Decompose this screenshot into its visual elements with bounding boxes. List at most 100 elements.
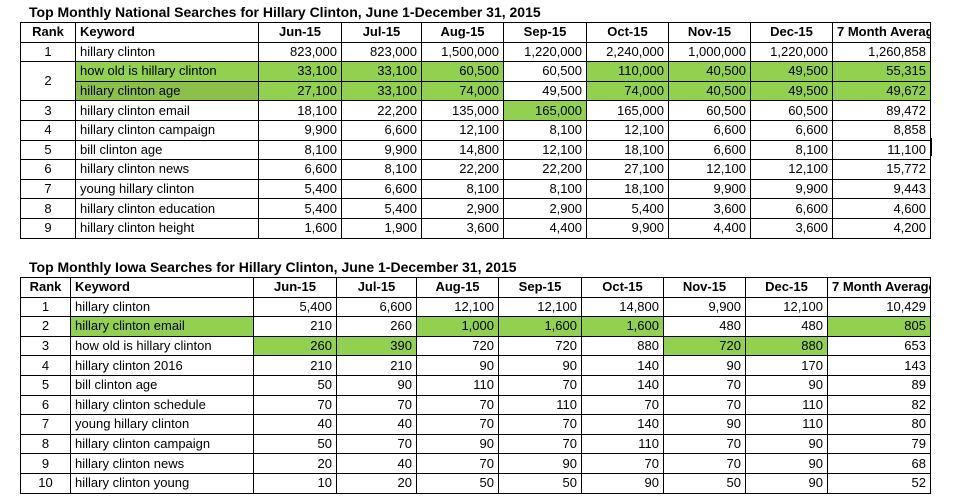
value-cell: 12,100 bbox=[498, 296, 582, 318]
table-row: 4 hillary clinton campaign 9,900 6,600 1… bbox=[20, 119, 931, 141]
rank-cell: 6 bbox=[20, 159, 76, 180]
value-cell: 6,600 bbox=[750, 198, 833, 219]
value-cell: 90 bbox=[416, 433, 499, 455]
value-cell: 5,400 bbox=[258, 178, 342, 200]
value-cell: 165,000 bbox=[586, 100, 669, 121]
value-cell: 50 bbox=[663, 472, 746, 494]
value-cell: 1,220,000 bbox=[503, 41, 587, 63]
rank-cell: 9 bbox=[20, 453, 71, 474]
average-cell: 143 bbox=[827, 355, 931, 376]
average-cell: 10,429 bbox=[827, 296, 931, 318]
value-cell: 140 bbox=[581, 414, 664, 435]
table-row: hillary clinton age 27,100 33,100 74,000… bbox=[21, 80, 931, 102]
value-cell: 165,000 bbox=[503, 100, 587, 121]
value-cell: 50 bbox=[253, 374, 337, 396]
value-cell: 110 bbox=[581, 433, 664, 455]
rank-cell: 7 bbox=[20, 414, 71, 435]
average-cell: 52 bbox=[827, 472, 931, 494]
value-cell: 27,100 bbox=[586, 159, 669, 180]
value-cell: 60,500 bbox=[503, 61, 587, 82]
value-cell: 22,200 bbox=[503, 159, 587, 180]
keyword-cell: hillary clinton schedule bbox=[70, 394, 254, 416]
national-table-title: Top Monthly National Searches for Hillar… bbox=[29, 4, 541, 20]
table-row: 1 hillary clinton 823,000 823,000 1,500,… bbox=[20, 41, 931, 63]
value-cell: 9,900 bbox=[750, 178, 833, 200]
value-cell: 823,000 bbox=[341, 41, 422, 63]
value-cell: 110 bbox=[745, 394, 828, 416]
keyword-cell: young hillary clinton bbox=[70, 414, 254, 435]
value-cell: 12,100 bbox=[750, 159, 833, 180]
value-cell: 140 bbox=[581, 355, 664, 376]
table-row: 5 bill clinton age 8,100 9,900 14,800 12… bbox=[20, 139, 931, 161]
value-cell: 12,100 bbox=[503, 139, 587, 161]
value-cell: 4,400 bbox=[668, 217, 751, 239]
value-cell: 70 bbox=[336, 433, 417, 455]
column-header: Aug-15 bbox=[416, 277, 499, 298]
value-cell: 8,100 bbox=[421, 178, 504, 200]
keyword-cell: bill clinton age bbox=[70, 374, 254, 396]
value-cell: 823,000 bbox=[258, 41, 342, 63]
keyword-cell: hillary clinton campaign bbox=[75, 119, 259, 141]
keyword-cell: hillary clinton news bbox=[70, 453, 254, 474]
column-header: Oct-15 bbox=[586, 22, 669, 43]
value-cell: 1,600 bbox=[258, 217, 342, 239]
value-cell: 90 bbox=[745, 453, 828, 474]
column-header: Aug-15 bbox=[421, 22, 504, 43]
table-row: 2 how old is hillary clinton 33,100 33,1… bbox=[20, 61, 931, 102]
value-cell: 1,000 bbox=[416, 316, 499, 337]
value-cell: 70 bbox=[416, 414, 499, 435]
average-cell: 9,443 bbox=[832, 178, 931, 200]
average-cell: 79 bbox=[827, 433, 931, 455]
value-cell: 70 bbox=[663, 453, 746, 474]
value-cell: 33,100 bbox=[258, 61, 342, 82]
rank-cell: 5 bbox=[20, 374, 71, 396]
table-row: 7 young hillary clinton 5,400 6,600 8,10… bbox=[20, 178, 931, 200]
value-cell: 70 bbox=[663, 433, 746, 455]
keyword-cell: hillary clinton news bbox=[75, 159, 259, 180]
value-cell: 8,100 bbox=[258, 139, 342, 161]
value-cell: 18,100 bbox=[258, 100, 342, 121]
value-cell: 14,800 bbox=[421, 139, 504, 161]
iowa-header-row: Rank Keyword Jun-15 Jul-15 Aug-15 Sep-15… bbox=[20, 277, 931, 298]
value-cell: 6,600 bbox=[668, 119, 751, 141]
iowa-searches-table: Rank Keyword Jun-15 Jul-15 Aug-15 Sep-15… bbox=[20, 277, 931, 494]
value-cell: 9,900 bbox=[341, 139, 422, 161]
average-cell: 805 bbox=[827, 316, 931, 337]
value-cell: 90 bbox=[745, 374, 828, 396]
value-cell: 14,800 bbox=[581, 296, 664, 318]
value-cell: 3,600 bbox=[668, 198, 751, 219]
value-cell: 12,100 bbox=[416, 296, 499, 318]
value-cell: 210 bbox=[336, 355, 417, 376]
value-cell: 170 bbox=[745, 355, 828, 376]
national-searches-table: Rank Keyword Jun-15 Jul-15 Aug-15 Sep-15… bbox=[20, 22, 931, 239]
average-cell: 80 bbox=[827, 414, 931, 435]
value-cell: 74,000 bbox=[421, 80, 504, 102]
value-cell: 110,000 bbox=[586, 61, 669, 82]
table-row: 5 bill clinton age 50 90 110 70 140 70 9… bbox=[20, 374, 931, 396]
column-header: Keyword bbox=[70, 277, 254, 298]
value-cell: 40,500 bbox=[668, 61, 751, 82]
value-cell: 20 bbox=[336, 472, 417, 494]
value-cell: 70 bbox=[581, 453, 664, 474]
value-cell: 6,600 bbox=[336, 296, 417, 318]
average-cell: 55,315 bbox=[832, 61, 931, 82]
value-cell: 880 bbox=[745, 335, 828, 357]
value-cell: 40 bbox=[336, 414, 417, 435]
keyword-cell: hillary clinton email bbox=[75, 100, 259, 121]
value-cell: 50 bbox=[416, 472, 499, 494]
value-cell: 6,600 bbox=[341, 178, 422, 200]
average-cell: 4,200 bbox=[832, 217, 931, 239]
value-cell: 3,600 bbox=[421, 217, 504, 239]
keyword-cell: hillary clinton campaign bbox=[70, 433, 254, 455]
value-cell: 40,500 bbox=[668, 80, 751, 102]
value-cell: 720 bbox=[416, 335, 499, 357]
value-cell: 12,100 bbox=[745, 296, 828, 318]
column-header: Sep-15 bbox=[498, 277, 582, 298]
column-header: Dec-15 bbox=[750, 22, 833, 43]
keyword-cell: young hillary clinton bbox=[75, 178, 259, 200]
value-cell: 110 bbox=[498, 394, 582, 416]
value-cell: 50 bbox=[253, 433, 337, 455]
value-cell: 110 bbox=[745, 414, 828, 435]
keyword-cell: hillary clinton height bbox=[75, 217, 259, 239]
value-cell: 60,500 bbox=[750, 100, 833, 121]
